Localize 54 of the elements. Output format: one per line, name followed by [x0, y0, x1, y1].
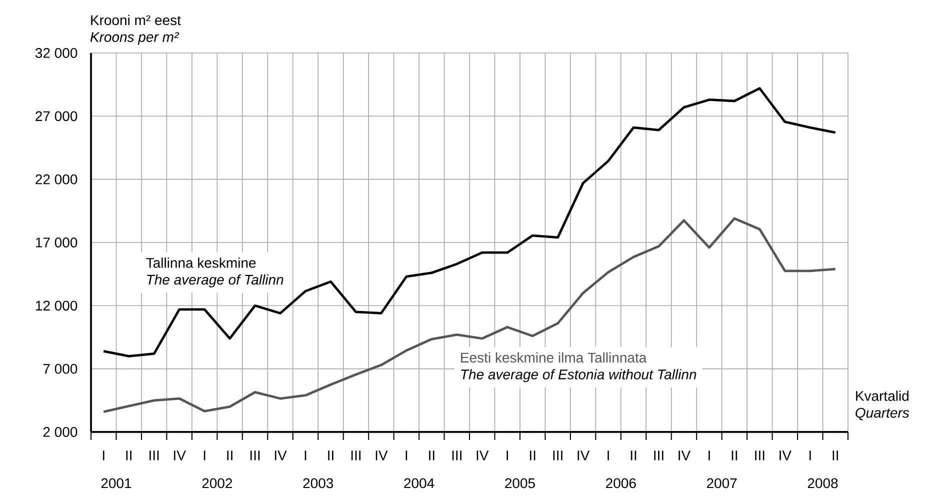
text: 2001 — [101, 478, 132, 488]
x-tick-label: IV — [578, 450, 590, 460]
x-tick-label: IV — [476, 450, 489, 460]
x-tick-label: III — [150, 450, 159, 460]
annotation: The average of Estonia without Tallinn — [461, 369, 696, 382]
x-tick-label: III — [452, 450, 462, 460]
text: 2002 — [202, 478, 232, 488]
x-tick-label: I — [708, 450, 710, 460]
series-label: Eesti keskmine ilma Tallinnata — [461, 352, 647, 363]
y-tick-label: 7 000 — [43, 364, 78, 374]
x-tick-label: III — [351, 450, 360, 460]
x-tick-label: II — [832, 450, 838, 460]
y-tick-label: 27 000 — [36, 111, 78, 122]
x-tick-label: II — [227, 450, 232, 460]
x-tick-label: III — [553, 450, 562, 460]
x-tick-label: IV — [678, 450, 691, 460]
text: 2006 — [606, 478, 636, 488]
x-tick-label: I — [406, 450, 408, 460]
x-tick-label: I — [809, 450, 811, 460]
y-tick-label: 22 000 — [36, 174, 78, 184]
x-tick-label: I — [608, 450, 609, 460]
y-tick-label: 12 000 — [36, 300, 78, 311]
x-tick-label: II — [429, 450, 434, 460]
x-tick-label: III — [250, 450, 260, 460]
x-tick-label: III — [654, 450, 664, 460]
x-tick-label: III — [755, 450, 764, 460]
x-tick-label: IV — [376, 450, 388, 460]
x-tick-label: IV — [174, 450, 186, 460]
annotation: The average of Tallinn — [147, 274, 284, 288]
x-tick-label: II — [126, 450, 132, 460]
text: 2008 — [808, 478, 838, 488]
text: 2005 — [505, 478, 535, 488]
x-tick-label: I — [102, 450, 104, 460]
text: 2004 — [404, 478, 434, 488]
line-series — [102, 217, 837, 413]
x-tick-label: I — [506, 450, 508, 460]
y-tick-label: 32 000 — [35, 48, 78, 58]
x-tick-label: IV — [780, 450, 792, 460]
x-tick-label: II — [732, 450, 738, 460]
x-tick-label: II — [530, 450, 536, 460]
x-tick-label: I — [304, 450, 306, 460]
text: Kroons per m² — [90, 32, 180, 45]
text: Tallinna keskmine — [146, 258, 256, 268]
y-tick-label: 2 000 — [43, 427, 78, 437]
x-axis-title: Kvartalid — [856, 390, 908, 401]
x-tick-label: II — [630, 450, 636, 460]
text: 2007 — [706, 478, 737, 488]
y-axis-title: Krooni m² eest — [91, 14, 181, 26]
y-tick-label: 17 000 — [36, 238, 78, 248]
text: 2003 — [303, 478, 334, 488]
x-tick-label: I — [204, 450, 206, 460]
text: Quarters — [856, 408, 910, 420]
x-tick-label: II — [328, 450, 334, 460]
x-tick-label: IV — [274, 450, 287, 460]
